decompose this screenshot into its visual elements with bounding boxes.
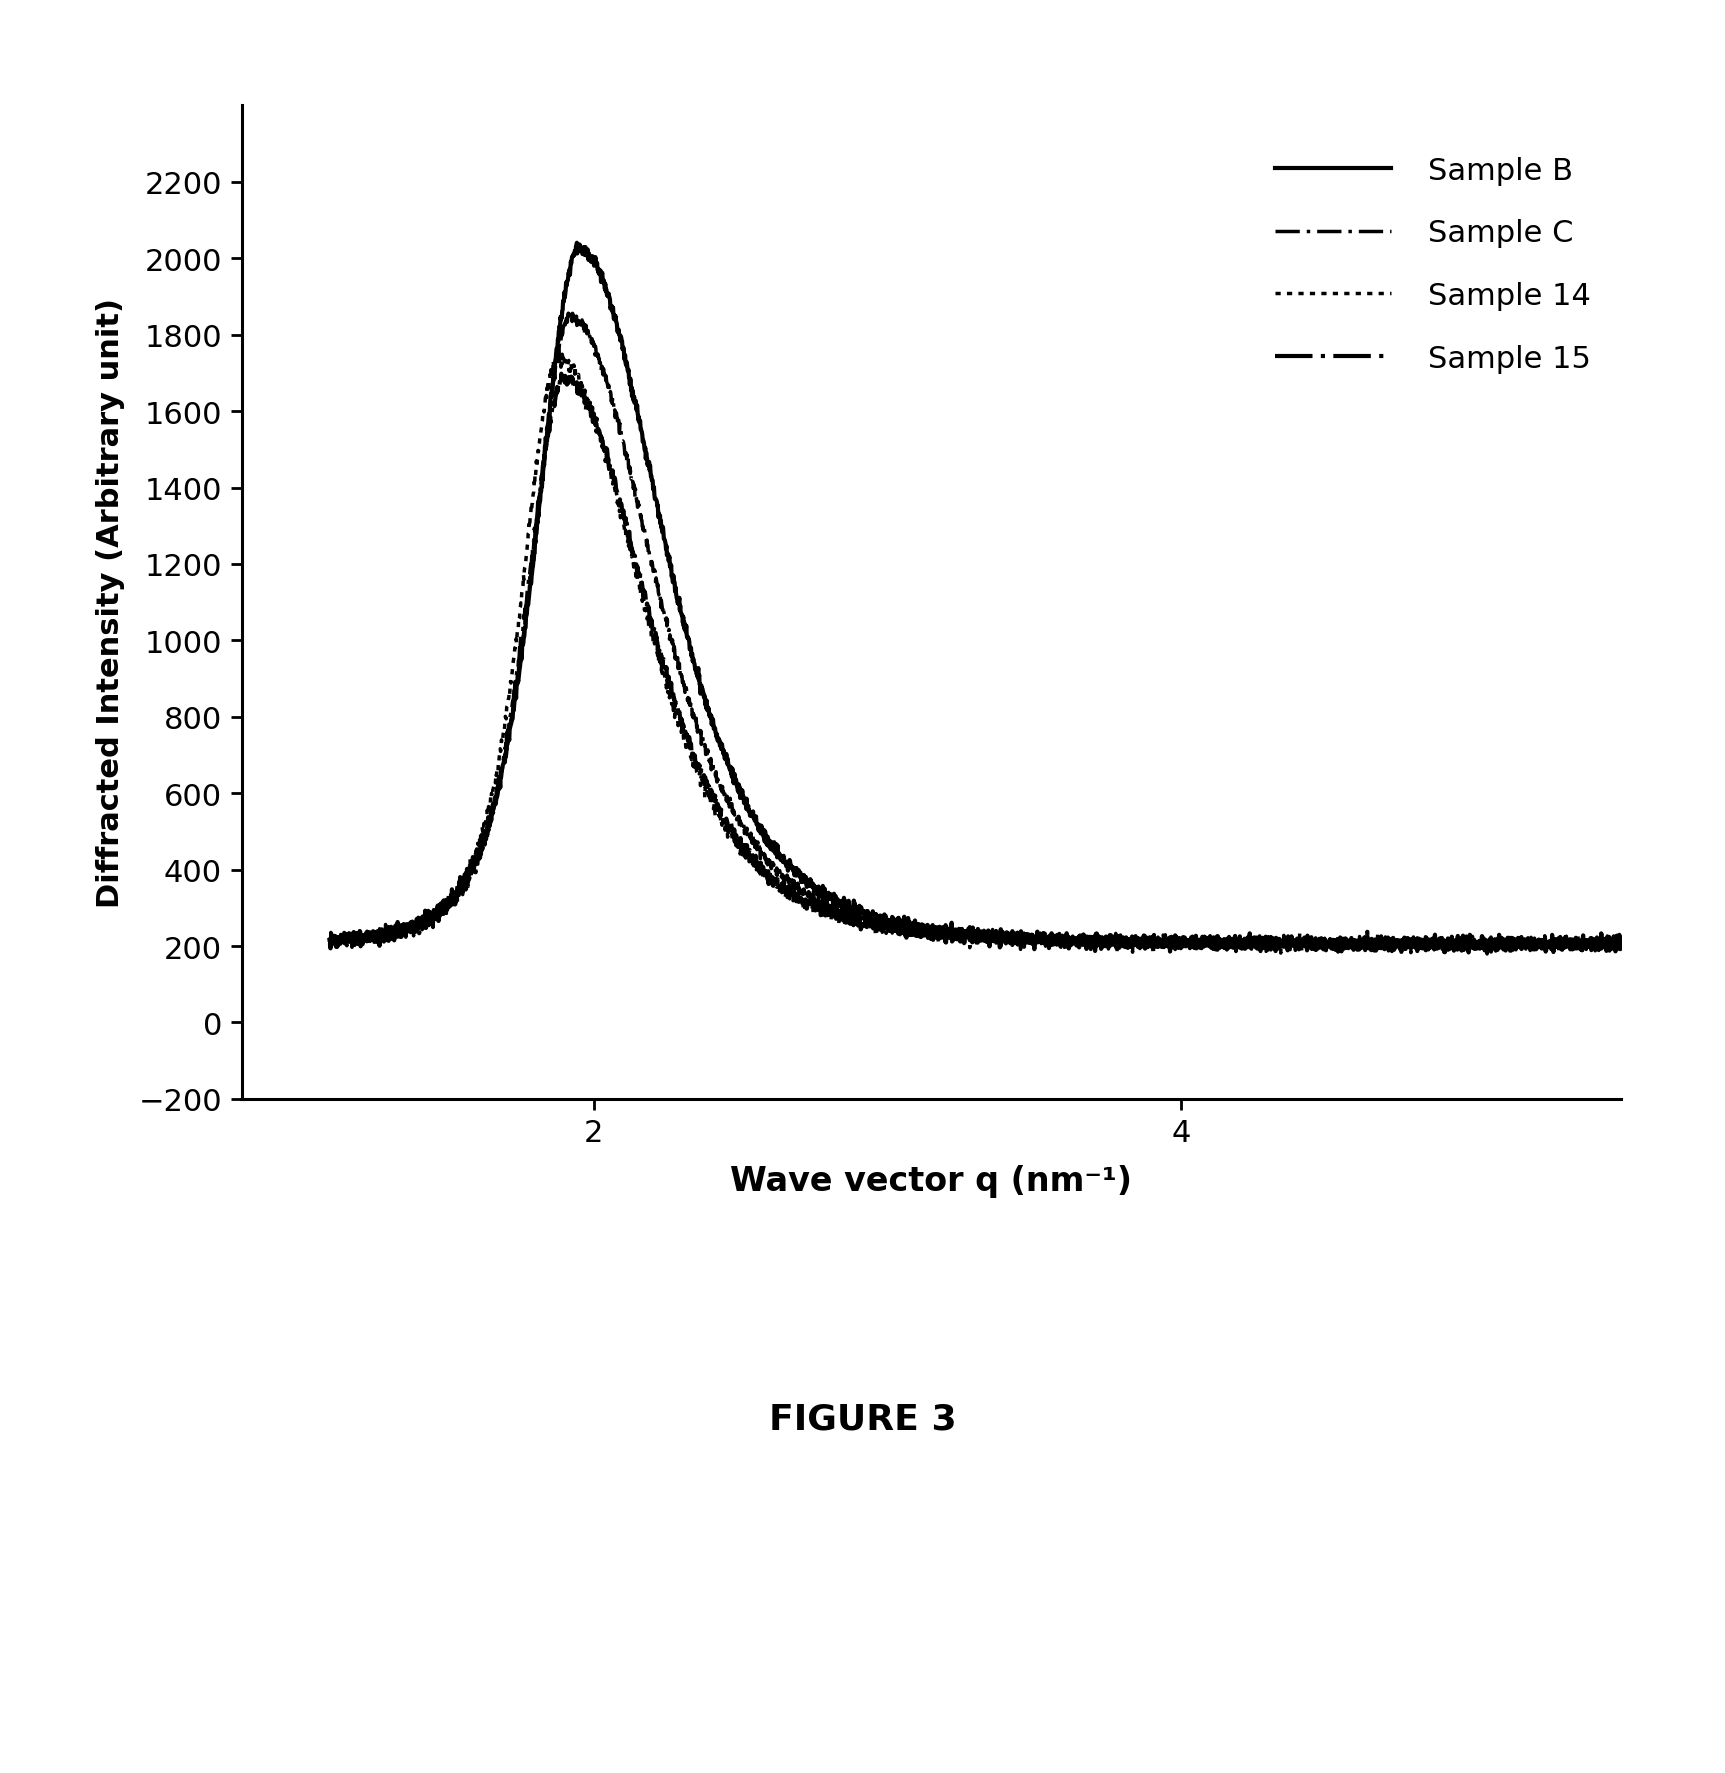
Sample 14 <box>319 934 340 956</box>
Line: Sample 15: Sample 15 <box>329 374 1622 952</box>
Sample C <box>871 908 892 929</box>
Sample 15 <box>1587 933 1608 954</box>
Sample B <box>871 906 892 927</box>
Sample C <box>816 888 837 910</box>
Sample B <box>816 883 837 904</box>
Sample C <box>1587 933 1608 954</box>
Sample B <box>543 369 564 390</box>
Sample 14 <box>1611 933 1632 954</box>
Sample 14 <box>552 344 573 365</box>
Sample 15 <box>1458 941 1478 963</box>
Y-axis label: Diffracted Intensity (Arbitrary unit): Diffracted Intensity (Arbitrary unit) <box>95 298 124 908</box>
Sample C <box>543 372 564 394</box>
Sample B <box>1435 941 1456 963</box>
Sample C <box>1611 938 1632 959</box>
Sample 14 <box>1587 936 1608 957</box>
Sample 14 <box>1501 943 1521 965</box>
Sample B <box>319 929 340 950</box>
Sample B <box>1587 927 1608 949</box>
Sample 15 <box>1611 934 1632 956</box>
Text: FIGURE 3: FIGURE 3 <box>769 1401 956 1436</box>
Sample C <box>1477 943 1497 965</box>
X-axis label: Wave vector q (nm⁻¹): Wave vector q (nm⁻¹) <box>730 1165 1133 1197</box>
Sample B <box>466 839 486 860</box>
Sample 15 <box>816 906 837 927</box>
Sample C <box>466 855 486 876</box>
Sample 15 <box>871 911 892 933</box>
Sample B <box>566 232 587 254</box>
Sample 15 <box>1447 933 1468 954</box>
Sample 14 <box>466 839 486 860</box>
Sample C <box>319 929 340 950</box>
Line: Sample C: Sample C <box>329 314 1622 954</box>
Sample 15 <box>319 933 340 954</box>
Legend: Sample B, Sample C, Sample 14, Sample 15: Sample B, Sample C, Sample 14, Sample 15 <box>1259 142 1606 388</box>
Sample 15 <box>550 363 571 385</box>
Sample 14 <box>1447 936 1468 957</box>
Sample 15 <box>466 847 486 869</box>
Sample 14 <box>816 899 837 920</box>
Line: Sample 14: Sample 14 <box>329 355 1622 954</box>
Sample B <box>1611 933 1632 954</box>
Sample 15 <box>543 395 564 417</box>
Line: Sample B: Sample B <box>329 243 1622 952</box>
Sample C <box>557 303 578 324</box>
Sample 14 <box>543 356 564 378</box>
Sample 14 <box>871 913 892 934</box>
Sample C <box>1447 933 1468 954</box>
Sample B <box>1447 936 1468 957</box>
